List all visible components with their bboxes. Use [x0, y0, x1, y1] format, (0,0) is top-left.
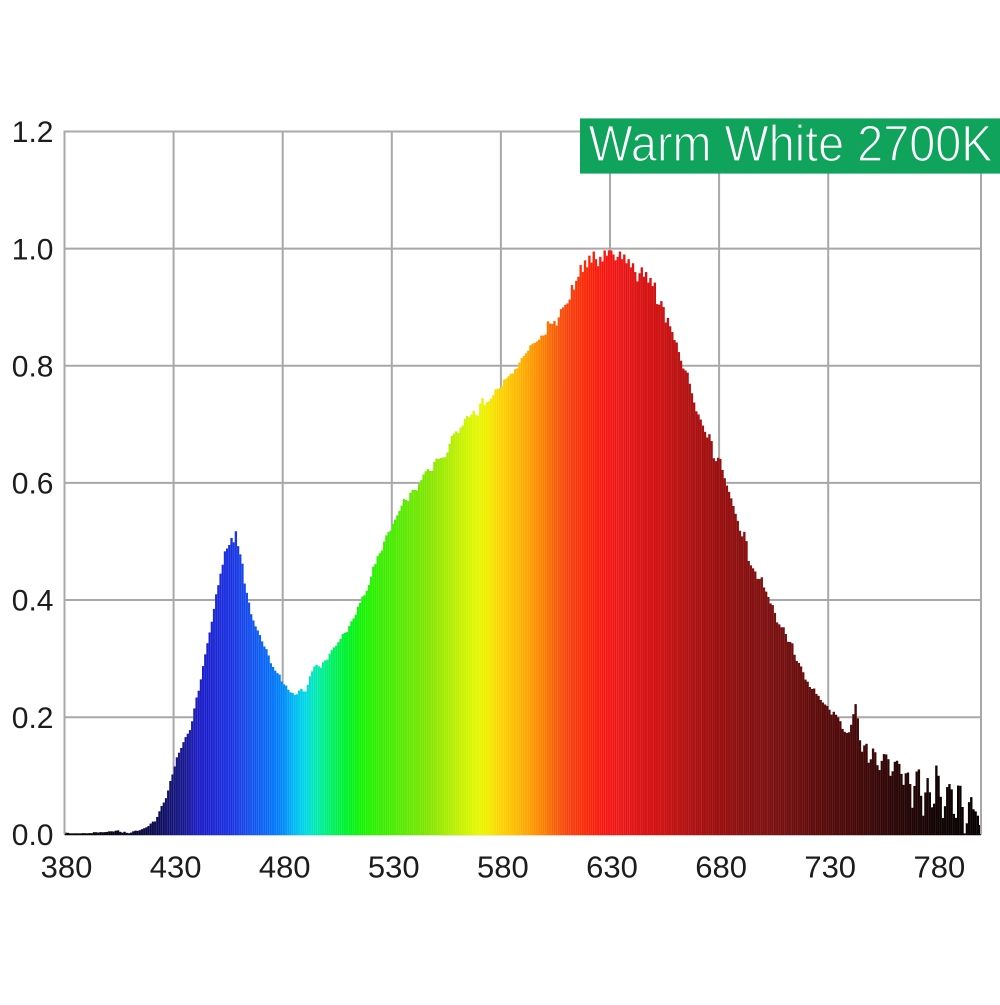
svg-text:1.0: 1.0	[12, 233, 54, 266]
svg-text:0.8: 0.8	[12, 350, 54, 383]
svg-text:480: 480	[259, 850, 311, 885]
svg-text:380: 380	[41, 850, 93, 885]
svg-text:630: 630	[586, 850, 638, 885]
svg-text:530: 530	[368, 850, 420, 885]
svg-text:0.0: 0.0	[12, 819, 54, 852]
svg-text:Warm White 2700K: Warm White 2700K	[589, 115, 993, 172]
svg-text:780: 780	[914, 850, 966, 885]
svg-text:730: 730	[804, 850, 856, 885]
svg-text:0.4: 0.4	[12, 585, 54, 618]
svg-text:0.2: 0.2	[12, 702, 54, 735]
svg-text:0.6: 0.6	[12, 468, 54, 501]
svg-text:580: 580	[477, 850, 529, 885]
svg-text:1.2: 1.2	[12, 116, 54, 149]
svg-text:430: 430	[150, 850, 202, 885]
svg-text:680: 680	[695, 850, 747, 885]
